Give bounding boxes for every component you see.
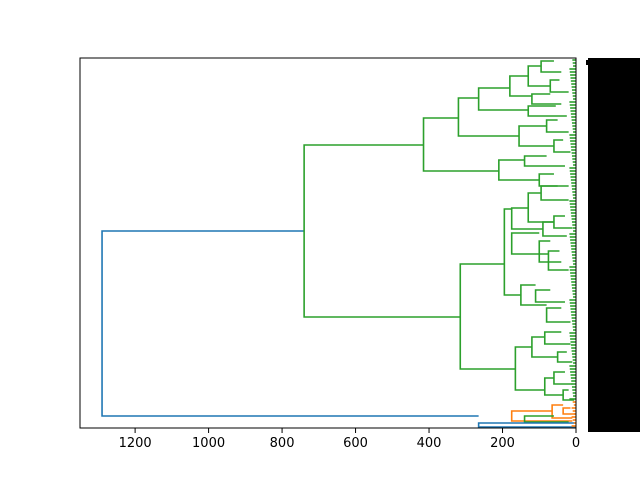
dendrogram-link-8: [549, 79, 569, 93]
dendrogram-link-29: [545, 307, 571, 323]
x-tick-label: 1000: [192, 436, 225, 451]
dendrogram-link-32: [543, 331, 571, 345]
x-tick-label: 0: [572, 436, 580, 451]
dendrogram-link-37: [510, 410, 573, 422]
dendrogram-link-15: [523, 155, 565, 167]
dendrogram-link-18: [503, 208, 521, 296]
dendrogram-link-0: [101, 230, 479, 417]
dendrogram-link-40: [523, 415, 569, 423]
dendrogram-link-25: [538, 240, 562, 263]
dendrogram-link-34: [543, 377, 564, 396]
dendrogram-link-39: [562, 407, 576, 415]
dendrogram-link-2: [422, 117, 499, 172]
dendrogram-link-41: [477, 422, 576, 428]
x-tick-label: 800: [270, 436, 295, 451]
dendrogram-link-38: [551, 404, 573, 419]
leaf-label-mark: [590, 422, 608, 427]
leaf-label-block-fill: [588, 58, 640, 432]
dendrogram-link-3: [457, 97, 520, 137]
dendrogram-link-24: [510, 232, 549, 255]
dendrogram-link-31: [531, 336, 558, 358]
dendrogram-link-17: [459, 263, 516, 370]
dendrogram-link-6: [527, 65, 551, 87]
dendrogram-link-21: [540, 185, 569, 201]
x-tick-label: 600: [343, 436, 368, 451]
x-axis: 1200 1000 800 600 400 200 0: [119, 428, 580, 451]
x-tick-label: 400: [417, 436, 442, 451]
dendrogram-link-11: [518, 125, 554, 147]
x-tick-label: 1200: [119, 436, 152, 451]
dendrogram-link-9: [531, 93, 562, 105]
dendrogram-link-26: [547, 250, 569, 271]
dendrogram-link-20: [527, 192, 554, 223]
dendrogram-links: [101, 59, 576, 428]
dendrogram-link-28: [534, 289, 565, 303]
dendrogram-link-14: [498, 159, 540, 181]
dendrogram-link-33: [556, 351, 573, 363]
leaf-label-block: [586, 58, 640, 432]
axes-frame: [79, 57, 577, 429]
dendrogram-link-12: [545, 119, 569, 133]
dendrogram-link-7: [540, 60, 562, 73]
dendrogram-link-27: [520, 284, 547, 306]
dendrogram-link-23: [542, 221, 567, 237]
dendrogram-link-36: [562, 389, 575, 401]
dendrogram-link-35: [553, 371, 573, 385]
dendrogram-link-10: [527, 105, 567, 117]
dendrogram-link-5: [509, 75, 532, 97]
dendrogram-link-22: [553, 215, 573, 229]
x-tick-label: 200: [490, 436, 515, 451]
dendrogram-link-13: [553, 139, 571, 153]
leaf-label-mark: [596, 58, 628, 63]
dendrogram-link-19: [510, 207, 543, 230]
dendrogram-link-1: [303, 144, 461, 318]
dendrogram-link-30: [514, 346, 545, 391]
leaf-label-mark: [610, 426, 638, 431]
dendrogram-link-4: [477, 87, 529, 111]
